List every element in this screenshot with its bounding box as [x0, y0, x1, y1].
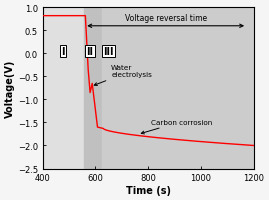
Text: II: II: [87, 47, 94, 57]
Text: Carbon corrosion: Carbon corrosion: [141, 119, 212, 134]
Text: Water
electrolysis: Water electrolysis: [94, 65, 152, 86]
Bar: [83, 8, 102, 169]
Text: III: III: [103, 47, 114, 57]
Bar: [102, 8, 254, 169]
X-axis label: Time (s): Time (s): [126, 185, 171, 195]
Y-axis label: Voltage(V): Voltage(V): [5, 59, 15, 118]
Text: Voltage reversal time: Voltage reversal time: [125, 14, 207, 23]
Bar: [43, 8, 83, 169]
Text: I: I: [61, 47, 65, 57]
